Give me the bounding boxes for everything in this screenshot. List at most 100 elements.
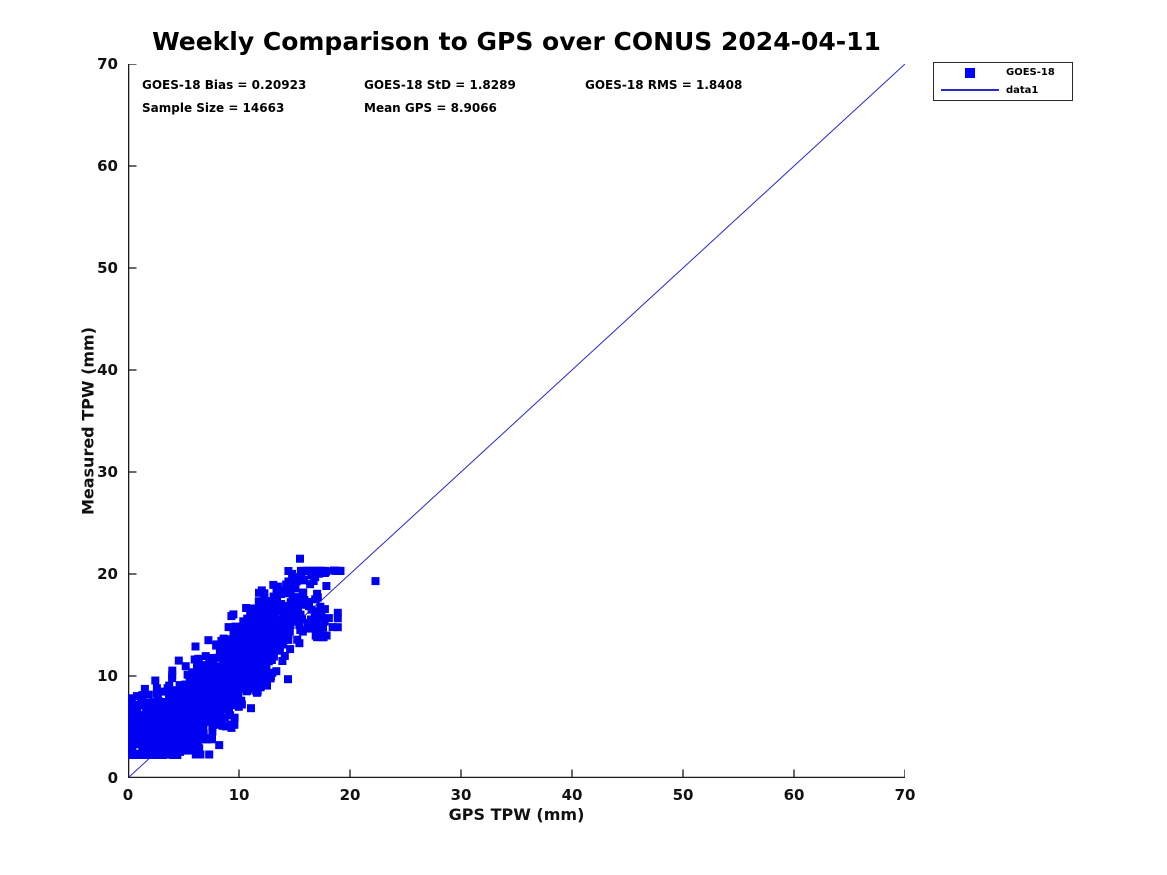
scatter-point (217, 646, 226, 655)
stat-mean-gps: Mean GPS = 8.9066 (364, 101, 497, 115)
scatter-point (248, 680, 256, 689)
scatter-point (324, 614, 333, 623)
scatter-point (215, 741, 224, 750)
scatter-point (213, 686, 222, 695)
scatter-point (234, 629, 243, 637)
scatter-point (166, 714, 175, 723)
scatter-point (296, 626, 305, 634)
stat-sample-size: Sample Size = 14663 (142, 101, 285, 115)
scatter-point (188, 676, 197, 685)
scatter-point (164, 705, 173, 714)
y-tick-label: 70 (97, 55, 118, 73)
scatter-point (261, 621, 270, 630)
scatter-point (159, 698, 168, 707)
scatter-point (316, 602, 325, 611)
scatter-point (183, 670, 192, 679)
scatter-point (152, 689, 161, 697)
scatter-point (311, 607, 320, 616)
scatter-point (202, 690, 211, 699)
scatter-point (168, 751, 177, 759)
x-axis-label: GPS TPW (mm) (448, 805, 585, 824)
scatter-point (204, 636, 213, 645)
x-tick-label: 60 (783, 786, 805, 804)
scatter-point (184, 686, 192, 695)
scatter-point (237, 700, 246, 709)
scatter-point (263, 612, 272, 621)
scatter-point (196, 711, 205, 720)
scatter-point (224, 648, 233, 657)
scatter-point (230, 629, 238, 638)
scatter-point (298, 588, 307, 597)
scatter-point (218, 704, 227, 712)
scatter-point (240, 663, 249, 672)
legend-key (934, 67, 1006, 78)
scatter-point (250, 615, 259, 624)
scatter-point (312, 620, 321, 629)
scatter-point (194, 660, 203, 669)
scatter-point (284, 675, 292, 684)
stat-rms: GOES-18 RMS = 1.8408 (585, 78, 743, 92)
scatter-point (197, 692, 206, 701)
scatter-point (236, 640, 245, 649)
scatter-point (263, 681, 271, 690)
scatter-point (178, 688, 186, 697)
scatter-point (296, 573, 304, 581)
scatter-point (230, 691, 239, 699)
scatter-point (129, 732, 137, 740)
scatter-point (179, 743, 188, 752)
scatter-point (205, 750, 214, 759)
scatter-point (174, 656, 183, 665)
scatter-point (208, 727, 217, 736)
scatter-point (318, 633, 327, 642)
scatter-point (295, 639, 304, 648)
scatter-point (251, 668, 260, 677)
scatter-point (170, 739, 179, 748)
y-tick-label: 0 (107, 769, 118, 787)
scatter-point (284, 577, 293, 586)
scatter-point (287, 608, 296, 616)
scatter-point (198, 667, 207, 676)
scatter-point (134, 727, 143, 736)
scatter-point (317, 608, 326, 617)
scatter-point (316, 625, 325, 633)
scatter-point (261, 635, 270, 644)
scatter-point (288, 569, 297, 578)
scatter-point (215, 697, 224, 706)
scatter-point (212, 704, 221, 713)
scatter-point (289, 574, 298, 582)
scatter-point (259, 654, 268, 663)
scatter-point (262, 664, 271, 673)
scatter-point (243, 678, 252, 687)
scatter-point (309, 577, 318, 585)
y-tick-label: 40 (97, 361, 118, 379)
scatter-point (295, 617, 304, 626)
scatter-point (296, 554, 304, 563)
line-sample-icon (941, 89, 999, 92)
scatter-point (249, 661, 257, 670)
scatter-point (177, 736, 185, 745)
scatter-point (213, 663, 222, 672)
scatter-point (133, 720, 142, 729)
scatter-point (229, 642, 238, 651)
scatter-point (277, 600, 286, 608)
scatter-point (190, 715, 199, 724)
scatter-point (138, 691, 147, 700)
scatter-point (333, 614, 342, 623)
y-tick-label: 20 (97, 565, 118, 583)
stat-std: GOES-18 StD = 1.8289 (364, 78, 516, 92)
scatter-point (336, 566, 345, 575)
scatter-point (166, 724, 175, 733)
scatter-point (277, 604, 285, 613)
scatter-point (286, 645, 295, 654)
scatter-point (163, 709, 172, 718)
scatter-point (237, 652, 245, 661)
y-tick-label: 30 (97, 463, 118, 481)
scatter-point (253, 688, 261, 697)
scatter-point (262, 674, 270, 683)
scatter-point (208, 722, 217, 731)
scatter-point (264, 657, 273, 666)
scatter-point (290, 614, 299, 623)
y-tick-label: 60 (97, 157, 118, 175)
scatter-point (204, 707, 213, 715)
scatter-point (283, 585, 292, 594)
